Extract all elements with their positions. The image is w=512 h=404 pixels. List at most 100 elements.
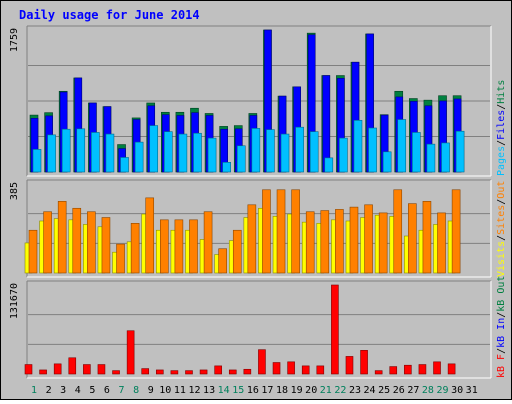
pages-bar	[280, 133, 290, 173]
x-tick-label: 1	[31, 385, 37, 396]
x-tick-label: 29	[436, 385, 448, 396]
kbytes-bar	[374, 370, 383, 375]
axis-legend: Pages/Files/Hits	[496, 80, 507, 176]
pages-bar	[382, 151, 392, 173]
axis-legend-part: kB In	[496, 318, 507, 348]
x-tick-label: 27	[407, 385, 419, 396]
sites-bar	[335, 209, 344, 274]
sites-bar	[174, 219, 184, 274]
kbytes-bar	[156, 369, 164, 375]
kbytes-bar	[112, 370, 120, 375]
pages-bar	[309, 131, 319, 173]
pages-bar	[207, 137, 217, 173]
pages-bar	[412, 132, 421, 173]
sites-bar	[408, 203, 417, 274]
y-max-label: 131670	[9, 283, 20, 319]
x-tick-label: 26	[393, 385, 405, 396]
pages-bar	[251, 128, 261, 173]
sites-bar	[101, 217, 111, 274]
chart-title: Daily usage for June 2014	[19, 8, 200, 22]
pages-bar	[91, 132, 100, 173]
pages-bar	[295, 126, 304, 173]
panel-visits: 385 Visits/Sites/Out	[9, 179, 507, 278]
x-tick-label: 4	[75, 385, 81, 396]
kbytes-bar	[331, 284, 339, 375]
x-tick-label: 17	[261, 385, 273, 396]
pages-bar	[353, 120, 363, 173]
kbytes-bar	[316, 365, 325, 375]
pages-bar	[441, 142, 450, 173]
axis-legend-part: Hits	[496, 80, 507, 104]
sites-bar	[203, 211, 213, 274]
chart-panels: 1759Pages/Files/Hits385Visits/Sites/Out1…	[9, 25, 507, 379]
sites-bar	[364, 204, 373, 274]
pages-bar	[134, 141, 144, 173]
x-tick-label: 7	[119, 385, 125, 396]
x-tick-label: 2	[46, 385, 52, 396]
pages-bar	[236, 145, 246, 173]
sites-bar	[72, 207, 82, 274]
axis-legend: Visits/Sites/Out	[496, 181, 507, 277]
pages-bar	[368, 127, 377, 173]
axis-legend-part: Files	[496, 110, 507, 140]
axis-legend-part: Out	[496, 181, 507, 199]
x-tick-label: 20	[305, 385, 317, 396]
sites-bar	[393, 189, 403, 274]
kbytes-bar	[287, 361, 295, 375]
kbytes-bar	[39, 369, 47, 375]
sites-bar	[232, 229, 242, 274]
x-tick-label: 24	[364, 385, 376, 396]
pages-bar	[397, 119, 407, 173]
kbytes-bar	[170, 370, 179, 375]
axis-legend-part: Pages	[496, 146, 507, 176]
x-tick-label: 22	[334, 385, 346, 396]
files-bar	[322, 75, 331, 173]
pages-bar	[455, 130, 465, 173]
sites-bar	[451, 189, 461, 274]
sites-bar	[349, 206, 359, 274]
x-tick-label: 18	[276, 385, 288, 396]
pages-bar	[105, 133, 115, 173]
kbytes-bar	[404, 364, 412, 375]
kbytes-bar	[185, 370, 193, 375]
x-axis-labels: 1 2 3 4 5 6 7 8 9 10 11 12 13 14 15 16 17 18 19 20 21 22 23 24 2…	[31, 385, 478, 396]
x-tick-label: 23	[349, 385, 361, 396]
sites-bar	[87, 211, 96, 274]
kbytes-bar	[228, 369, 237, 375]
pages-bar	[193, 132, 202, 173]
sites-bar	[378, 212, 388, 274]
pages-bar	[47, 134, 56, 173]
sites-bar	[160, 219, 169, 274]
kbytes-bar	[258, 349, 266, 375]
kbytes-bar	[83, 364, 91, 375]
pages-bar	[120, 157, 129, 173]
x-tick-label: 30	[451, 385, 463, 396]
pages-bar	[32, 149, 42, 173]
sites-bar	[116, 243, 125, 274]
axis-legend-part: kB Out	[496, 276, 507, 312]
kbytes-bar	[68, 357, 77, 375]
x-tick-label: 19	[291, 385, 303, 396]
axis-legend-part: /	[496, 348, 507, 354]
pages-bar	[339, 137, 348, 173]
sites-bar	[276, 189, 286, 274]
kbytes-bar	[141, 368, 150, 375]
pages-bar	[76, 128, 86, 173]
sites-bar	[437, 212, 446, 274]
kbytes-bar	[433, 361, 441, 375]
sites-bar	[218, 248, 227, 274]
x-tick-label: 31	[466, 385, 478, 396]
axis-legend-part: Visits	[496, 241, 507, 277]
sites-bar	[43, 211, 52, 274]
sites-bar	[189, 219, 198, 274]
axis-legend-part: /	[496, 235, 507, 241]
kbytes-bar	[199, 369, 208, 375]
x-tick-label: 13	[203, 385, 215, 396]
sites-bar	[262, 189, 271, 274]
y-max-label: 385	[9, 182, 20, 200]
axis-legend-part: /	[496, 199, 507, 205]
axis-legend-part: /	[496, 104, 507, 110]
kbytes-bar	[360, 350, 368, 375]
